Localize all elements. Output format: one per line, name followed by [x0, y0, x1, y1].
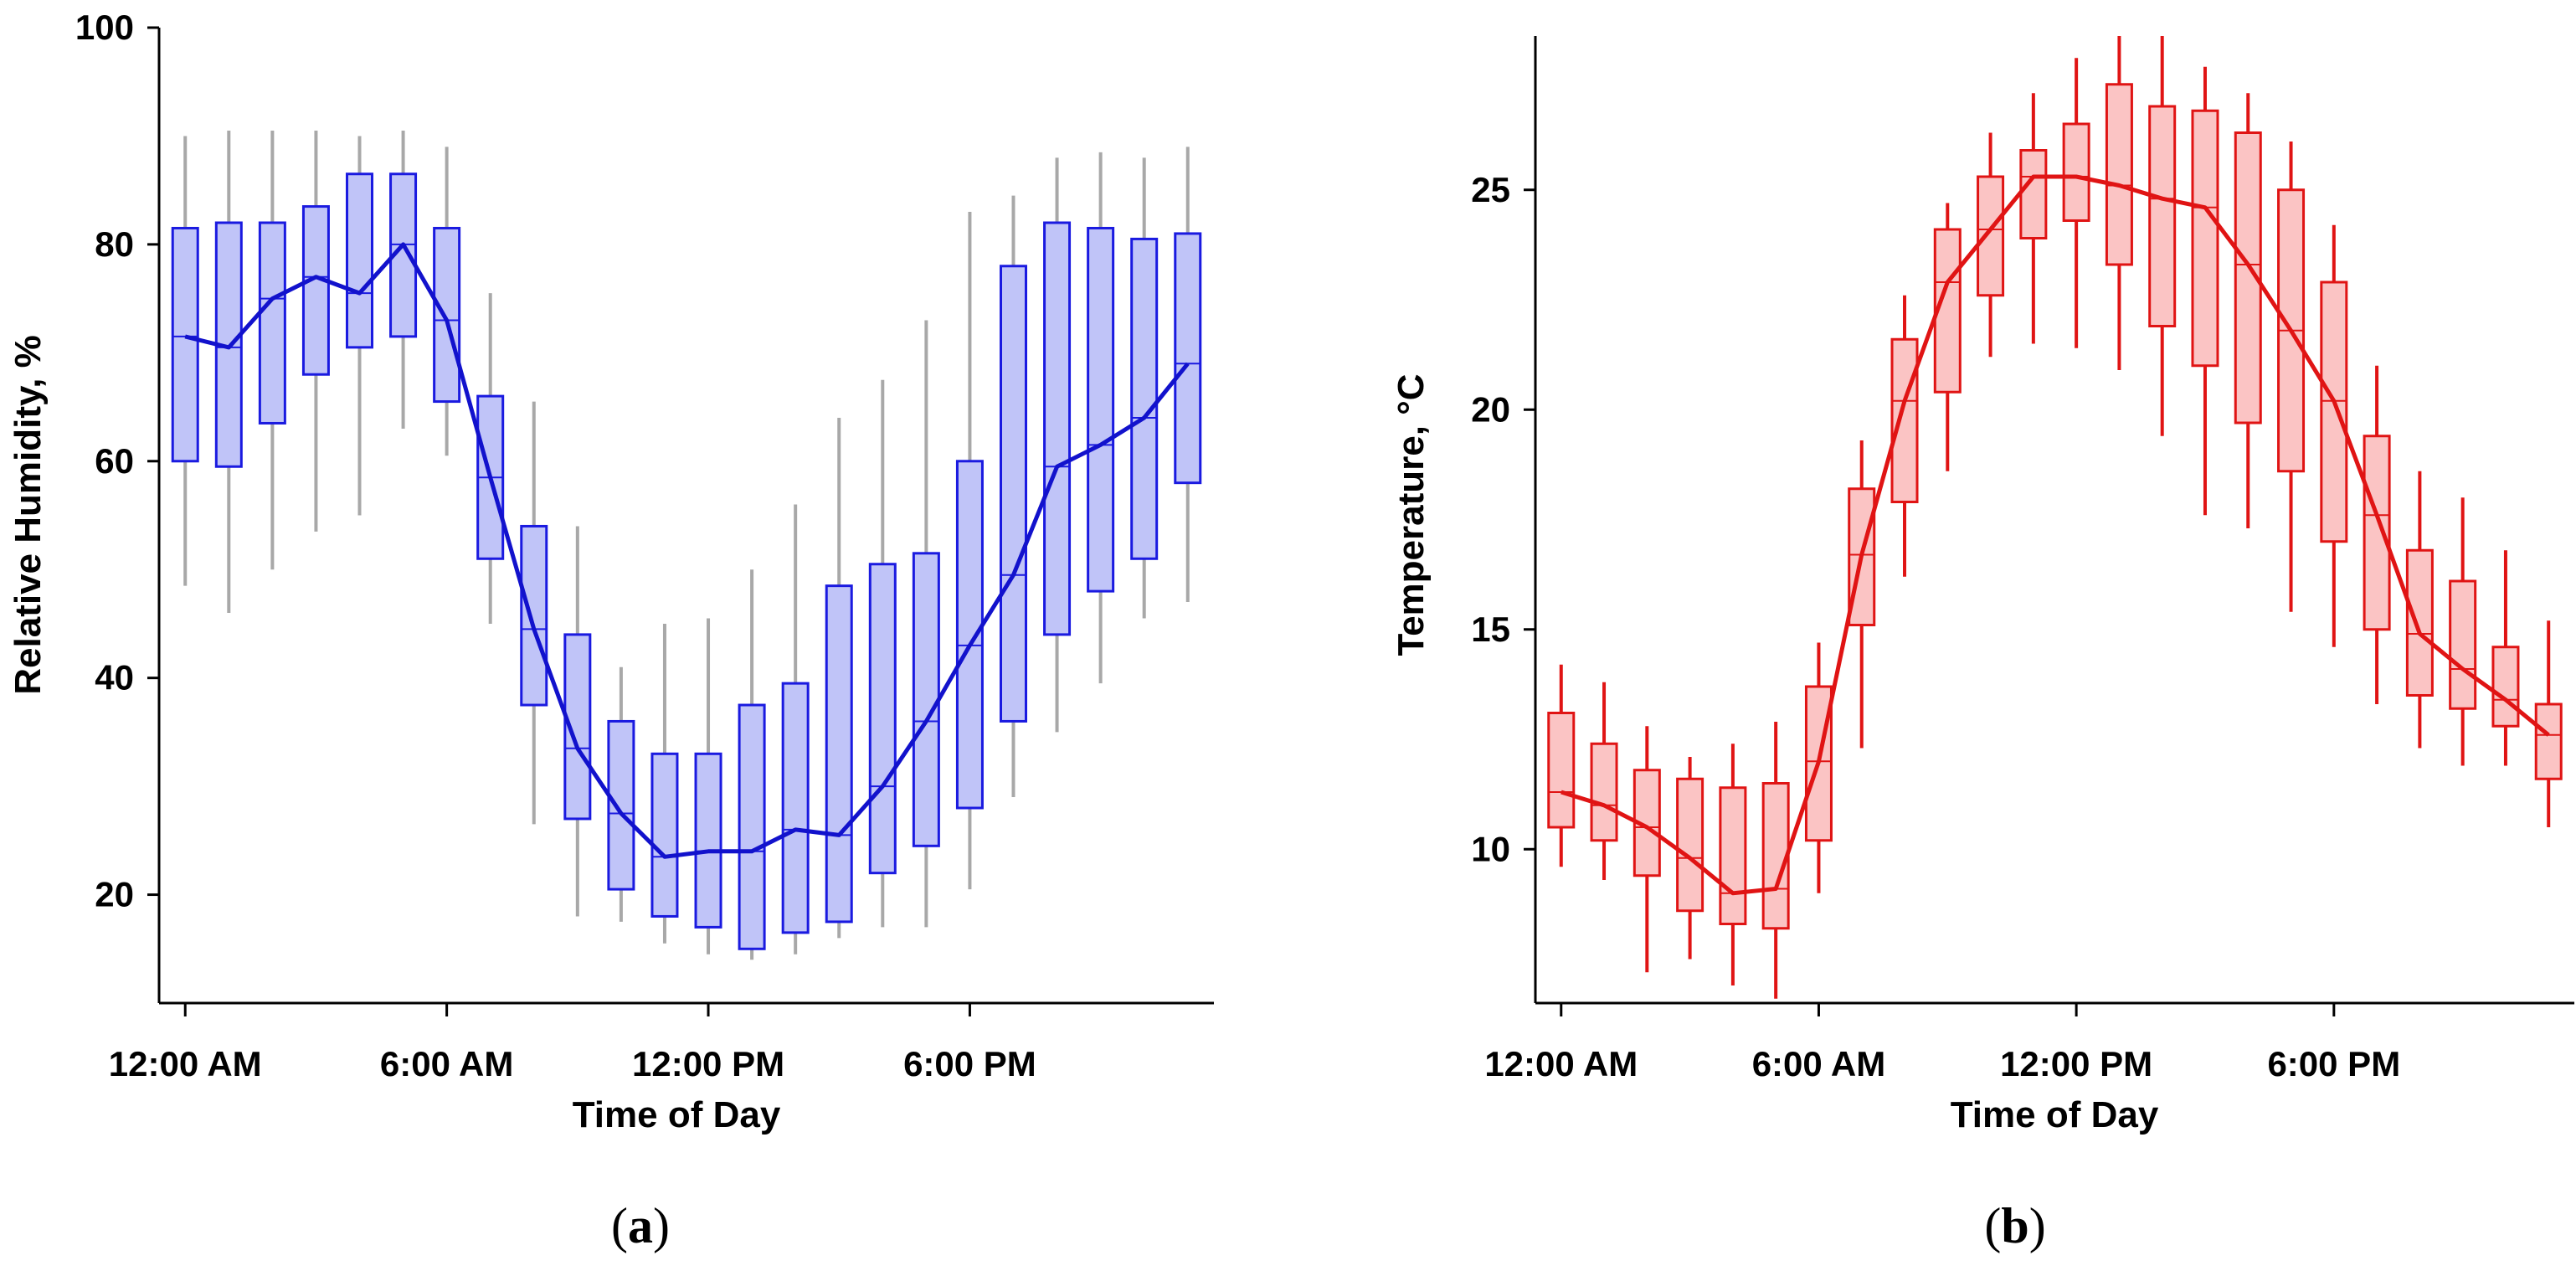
- humidity-y-tick-label: 40: [95, 658, 134, 697]
- temperature-x-tick-label: 12:00 PM: [2000, 1044, 2152, 1083]
- temperature-box: [2148, 105, 2177, 327]
- temperature-box: [2363, 435, 2391, 631]
- temperature-box: [2405, 548, 2434, 697]
- humidity-box: [1174, 232, 1202, 485]
- temperature-median-line: [1561, 174, 2550, 896]
- temperature-chart: 10 15 20 25 12:00 AM 6:00 AM 12:00 PM 6:00 PM T…: [1391, 36, 2574, 1253]
- temperature-panel-label: (b): [1984, 1198, 2045, 1253]
- temperature-box: [1977, 175, 2005, 297]
- humidity-x-tick-label: 12:00 PM: [632, 1044, 784, 1083]
- humidity-box: [1087, 226, 1115, 593]
- humidity-box: [650, 752, 679, 918]
- humidity-box: [955, 460, 984, 810]
- temperature-box: [1676, 777, 1704, 913]
- humidity-box: [301, 205, 330, 376]
- temperature-box: [1719, 786, 1747, 925]
- temperature-x-tick-label: 12:00 AM: [1484, 1044, 1638, 1083]
- humidity-median-line: [184, 242, 1190, 859]
- temperature-box: [2320, 280, 2348, 543]
- humidity-box: [258, 221, 286, 425]
- humidity-box: [738, 703, 766, 950]
- humidity-box: [868, 563, 897, 875]
- humidity-box: [1043, 221, 1072, 636]
- temperature-box: [2105, 83, 2133, 266]
- temperature-y-tick-label: 15: [1471, 610, 1510, 649]
- temperature-box: [2062, 122, 2090, 222]
- humidity-box: [433, 226, 461, 404]
- humidity-x-tick-label: 6:00 PM: [903, 1044, 1036, 1083]
- temperature-y-axis-title: Temperature, °C: [1391, 373, 1432, 656]
- humidity-box: [607, 719, 635, 891]
- temperature-box: [2019, 149, 2048, 239]
- temperature-plot-area: 10 15 20 25 12:00 AM 6:00 AM 12:00 PM 6:00 PM: [1471, 36, 2563, 1083]
- humidity-x-tick-label: 12:00 AM: [109, 1044, 262, 1083]
- humidity-box: [520, 524, 548, 707]
- temperature-box: [2491, 646, 2520, 728]
- temperature-box: [1890, 337, 1919, 503]
- temperature-box: [1547, 712, 1576, 829]
- humidity-panel-label: (a): [611, 1198, 670, 1253]
- temperature-box: [2191, 109, 2219, 368]
- humidity-plot-area: 20 40 60 80 100 12:00 AM 6:00 AM 12:00 PM 6:00 P…: [75, 8, 1202, 1083]
- humidity-chart: 20 40 60 80 100 12:00 AM 6:00 AM 12:00 PM 6:00 P…: [8, 8, 1214, 1253]
- temperature-box: [2449, 579, 2477, 710]
- temperature-box: [1761, 782, 1790, 930]
- humidity-y-tick-label: 60: [95, 441, 134, 481]
- temperature-box: [1590, 742, 1618, 842]
- humidity-box: [1130, 237, 1159, 560]
- humidity-box: [694, 752, 722, 929]
- temperature-y-tick-label: 10: [1471, 829, 1510, 868]
- humidity-box: [171, 226, 199, 463]
- humidity-box: [346, 172, 374, 349]
- humidity-box: [825, 584, 853, 924]
- humidity-box: [912, 552, 940, 847]
- temperature-y-tick-label: 25: [1471, 170, 1510, 209]
- humidity-y-tick-label: 80: [95, 224, 134, 264]
- humidity-y-tick-label: 100: [75, 8, 134, 47]
- humidity-x-tick-label: 6:00 AM: [380, 1044, 514, 1083]
- temperature-box: [2534, 702, 2563, 780]
- temperature-x-axis-title: Time of Day: [1951, 1094, 2159, 1135]
- temperature-x-tick-label: 6:00 AM: [1752, 1044, 1886, 1083]
- temperature-y-tick-label: 20: [1471, 389, 1510, 429]
- humidity-y-axis-title: Relative Humidity, %: [8, 335, 49, 695]
- temperature-x-tick-label: 6:00 PM: [2267, 1044, 2400, 1083]
- humidity-x-axis-title: Time of Day: [573, 1094, 781, 1135]
- humidity-y-tick-label: 20: [95, 875, 134, 914]
- humidity-box: [781, 682, 810, 934]
- humidity-box: [999, 265, 1027, 723]
